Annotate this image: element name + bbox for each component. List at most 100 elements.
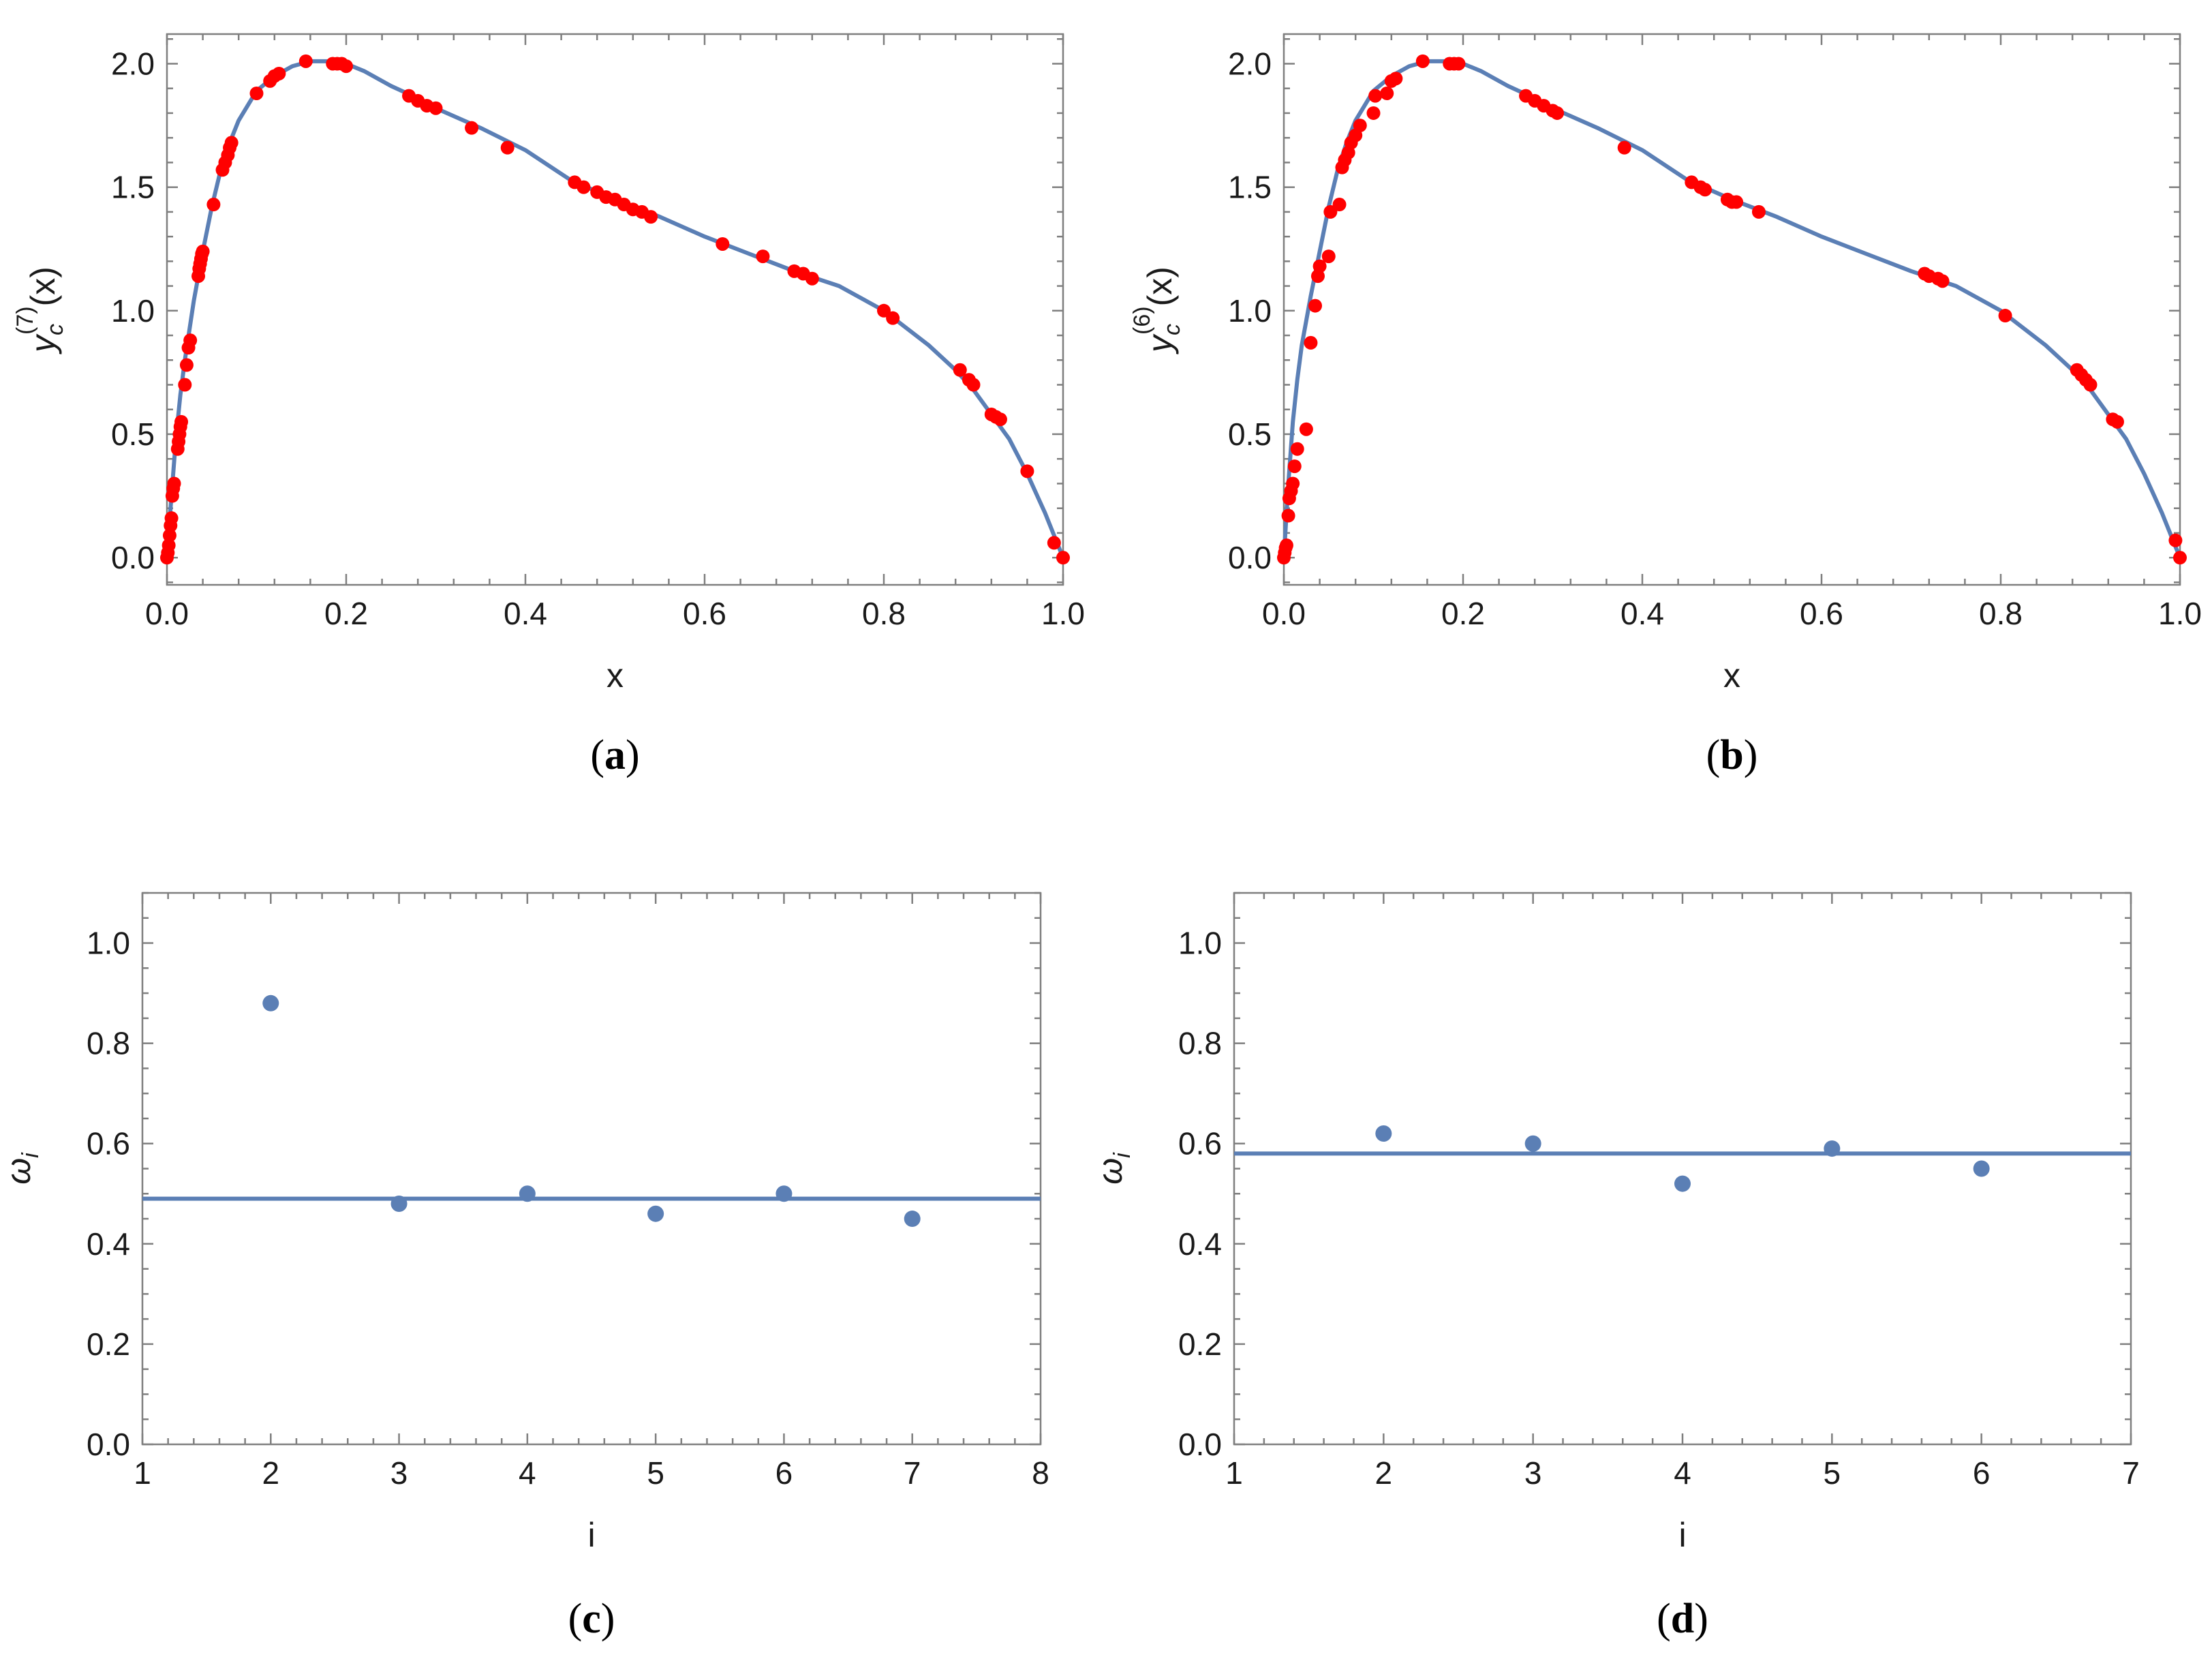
x-axis-label: i — [587, 1516, 595, 1554]
caption-open: ( — [1657, 1596, 1671, 1642]
caption-letter: d — [1671, 1596, 1694, 1642]
data-point — [249, 86, 264, 100]
x-tick-label: 0.2 — [1441, 596, 1485, 631]
x-tick-label: 1 — [134, 1455, 151, 1491]
data-point — [1451, 57, 1466, 71]
y-axis-label-sub: i — [1109, 1152, 1135, 1158]
plot-frame — [1282, 33, 2181, 586]
data-point — [904, 1211, 921, 1228]
data-point — [1279, 538, 1293, 553]
data-point — [1299, 422, 1313, 436]
data-point — [162, 538, 176, 553]
data-point — [339, 59, 353, 74]
data-point — [1375, 1125, 1392, 1142]
data-point — [224, 136, 239, 150]
data-point — [1617, 140, 1631, 155]
data-point — [1973, 1160, 1990, 1177]
y-tick-label: 0.0 — [87, 1427, 130, 1462]
x-tick-label: 1.0 — [1041, 596, 1085, 631]
data-point — [805, 271, 819, 286]
caption-close: ) — [1694, 1596, 1708, 1642]
data-point — [1380, 86, 1394, 100]
x-axis-label: i — [1678, 1516, 1686, 1554]
x-tick-label: 5 — [647, 1455, 664, 1491]
x-tick-label: 0.6 — [1800, 596, 1843, 631]
y-tick-label: 1.0 — [87, 926, 130, 961]
data-point — [183, 333, 198, 348]
x-tick-label: 6 — [1973, 1455, 1991, 1491]
data-point — [1332, 198, 1347, 212]
y-axis-label: yc (7)(x) — [12, 267, 68, 354]
data-point — [167, 476, 181, 491]
data-point — [390, 1195, 408, 1212]
x-tick-label: 0.4 — [504, 596, 547, 631]
panel-caption: (d) — [1657, 1596, 1708, 1642]
data-point — [1674, 1175, 1691, 1192]
caption-letter: a — [604, 732, 626, 778]
data-point — [1353, 119, 1367, 133]
caption-close: ) — [1744, 732, 1758, 778]
caption-open: ( — [1706, 732, 1721, 778]
y-axis-label-sup: (7) — [12, 306, 38, 335]
x-axis-label: x — [1723, 656, 1740, 695]
y-axis-label: yc (6)(x) — [1129, 267, 1185, 354]
data-point — [1323, 204, 1338, 219]
x-tick-label: 0.6 — [683, 596, 726, 631]
caption-open: ( — [590, 732, 604, 778]
data-point — [953, 363, 967, 377]
data-point — [1524, 1135, 1541, 1152]
y-tick-label: 0.4 — [87, 1226, 130, 1262]
data-point — [1824, 1140, 1841, 1157]
data-point — [877, 303, 891, 318]
x-tick-label: 8 — [1032, 1455, 1049, 1491]
data-point — [262, 994, 279, 1012]
x-tick-label: 3 — [1524, 1455, 1542, 1491]
data-point — [1415, 54, 1430, 68]
data-point — [577, 180, 591, 194]
data-point — [1308, 299, 1323, 313]
data-point — [1286, 476, 1300, 491]
y-axis-label-base: ω — [0, 1158, 37, 1185]
x-tick-label: 1.0 — [2158, 596, 2202, 631]
data-point — [272, 66, 286, 80]
panel-caption: (a) — [590, 732, 639, 778]
data-point — [886, 311, 900, 325]
data-point — [647, 1205, 664, 1222]
y-tick-label: 0.4 — [1178, 1226, 1222, 1262]
y-tick-label: 0.2 — [1178, 1326, 1222, 1362]
x-tick-label: 0.8 — [1979, 596, 2023, 631]
data-point — [1550, 106, 1565, 120]
y-tick-label: 1.0 — [1228, 293, 1272, 329]
plot-frame — [166, 33, 1064, 586]
data-point — [500, 140, 514, 155]
x-tick-label: 2 — [1375, 1455, 1393, 1491]
chart-panel-a: 0.0 0.2 0.4 0.6 0.8 1.00.00.51.01.52.0xyc(7)(… — [12, 33, 1085, 778]
x-tick-label: 5 — [1824, 1455, 1841, 1491]
data-point — [1287, 459, 1302, 474]
x-tick-label: 7 — [904, 1455, 921, 1491]
data-point — [196, 244, 210, 258]
x-tick-label: 0.4 — [1620, 596, 1664, 631]
data-point — [179, 358, 194, 372]
plot-frame — [141, 892, 1042, 1446]
data-point — [206, 198, 221, 212]
data-point — [164, 511, 179, 526]
panel-caption: (c) — [568, 1596, 615, 1642]
data-point — [1047, 536, 1061, 550]
data-point — [756, 249, 770, 264]
caption-close: ) — [601, 1596, 615, 1642]
data-point — [1389, 72, 1403, 86]
x-tick-label: 0.8 — [862, 596, 906, 631]
y-axis-label-base: ω — [1091, 1158, 1129, 1185]
y-tick-label: 1.5 — [1228, 170, 1272, 205]
y-tick-label: 0.0 — [111, 540, 155, 575]
caption-close: ) — [626, 732, 640, 778]
data-point — [2173, 551, 2187, 565]
chart-panel-b: 0.0 0.2 0.4 0.6 0.8 1.00.00.51.01.52.0xyc(6)(… — [1129, 33, 2202, 778]
y-axis-label-sup: (6) — [1129, 306, 1155, 335]
caption-open: ( — [568, 1596, 583, 1642]
data-point — [1698, 183, 1712, 197]
data-point — [1290, 442, 1304, 456]
y-tick-label: 1.0 — [111, 293, 155, 329]
